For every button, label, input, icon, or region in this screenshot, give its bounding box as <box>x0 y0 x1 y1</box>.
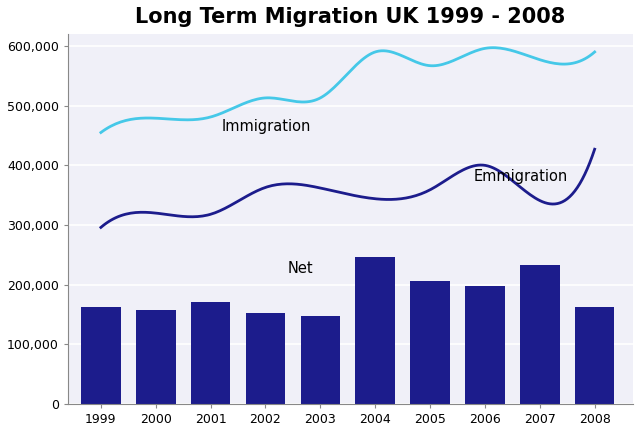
Bar <box>520 265 559 404</box>
Bar <box>355 257 395 404</box>
Bar <box>136 310 175 404</box>
Bar <box>410 281 450 404</box>
Title: Long Term Migration UK 1999 - 2008: Long Term Migration UK 1999 - 2008 <box>136 7 566 27</box>
Bar <box>81 307 121 404</box>
Text: Immigration: Immigration <box>221 119 311 134</box>
Bar <box>465 286 505 404</box>
Text: Emmigration: Emmigration <box>474 169 568 184</box>
Bar <box>575 307 614 404</box>
Bar <box>301 316 340 404</box>
Text: Net: Net <box>287 261 313 276</box>
Bar <box>246 313 285 404</box>
Bar <box>191 302 230 404</box>
